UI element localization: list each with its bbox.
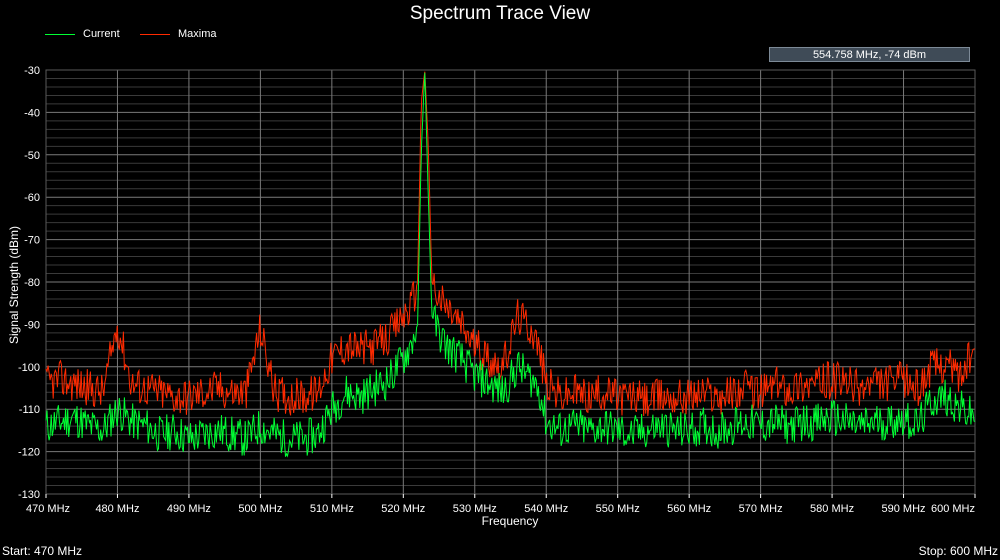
y-axis-ticks: -30 -40 -50 -60 -70 -80 -90 -100 -110 -120 -130 xyxy=(18,65,40,501)
y-tick-label: -70 xyxy=(24,235,40,247)
x-tick-label: 580 MHz xyxy=(810,503,854,515)
x-tick-label: 510 MHz xyxy=(310,503,354,515)
x-tick-label: 570 MHz xyxy=(739,503,783,515)
x-tick-label: 540 MHz xyxy=(524,503,568,515)
legend-swatch-maxima xyxy=(140,33,170,35)
x-tick-label: 480 MHz xyxy=(95,503,139,515)
y-tick-label: -40 xyxy=(24,107,40,119)
start-frequency-label: Start: 470 MHz xyxy=(2,544,83,558)
x-axis-title: Frequency xyxy=(482,514,539,528)
y-tick-label: -100 xyxy=(18,362,40,374)
x-tick-label: 500 MHz xyxy=(238,503,282,515)
legend-label-maxima: Maxima xyxy=(178,28,217,40)
x-tick-label: 590 MHz xyxy=(882,503,926,515)
legend-item-current[interactable]: Current xyxy=(45,28,120,40)
cursor-readout: 554.758 MHz, -74 dBm xyxy=(769,47,970,62)
x-tick-label: 470 MHz xyxy=(26,503,70,515)
x-tick-label: 530 MHz xyxy=(453,503,497,515)
traces xyxy=(45,71,976,458)
x-tick-label: 490 MHz xyxy=(167,503,211,515)
y-tick-label: -30 xyxy=(24,65,40,77)
stop-frequency-label: Stop: 600 MHz xyxy=(918,544,998,558)
trace-current xyxy=(45,72,976,458)
y-tick-label: -50 xyxy=(24,150,40,162)
y-tick-label: -90 xyxy=(24,319,40,331)
y-tick-label: -120 xyxy=(18,447,40,459)
legend-swatch-current xyxy=(45,33,75,35)
legend-item-maxima[interactable]: Maxima xyxy=(140,28,217,40)
chart-title: Spectrum Trace View xyxy=(409,3,591,24)
x-tick-label: 520 MHz xyxy=(381,503,425,515)
trace-maxima xyxy=(45,71,976,417)
x-tick-label: 600 MHz xyxy=(931,503,975,515)
plot-area-border xyxy=(45,69,976,495)
x-tick-label: 560 MHz xyxy=(667,503,711,515)
x-tick-label: 550 MHz xyxy=(596,503,640,515)
y-tick-label: -80 xyxy=(24,277,40,289)
y-tick-label: -130 xyxy=(18,489,40,501)
y-tick-label: -60 xyxy=(24,192,40,204)
x-axis-ticks: 470 MHz 480 MHz 490 MHz 500 MHz 510 MHz 520 M… xyxy=(26,494,976,515)
legend-label-current: Current xyxy=(83,28,120,40)
y-tick-label: -110 xyxy=(19,404,40,416)
